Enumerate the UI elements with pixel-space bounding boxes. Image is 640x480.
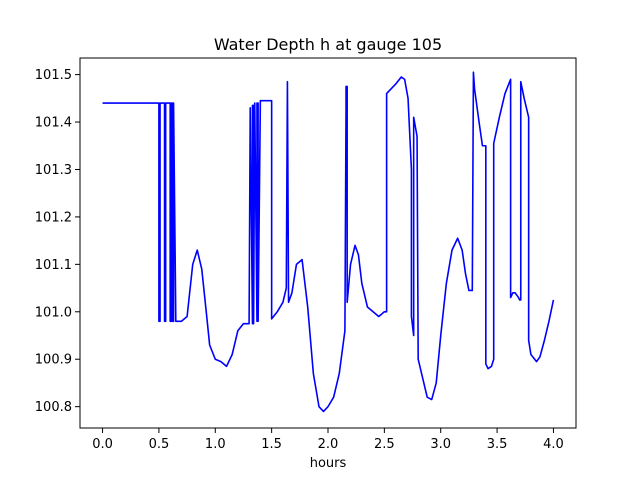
water-depth-series-line [102, 71, 555, 413]
x-tick-label: 2.0 [318, 437, 339, 452]
x-axis-ticks: 0.0 0.5 1.0 1.5 2.0 2.5 3.0 3.5 4.0 [92, 428, 564, 452]
x-tick-label: 1.0 [205, 437, 226, 452]
chart-title: Water Depth h at gauge 105 [214, 35, 442, 54]
y-tick-label: 101.4 [35, 116, 72, 131]
plot-area [80, 58, 576, 428]
x-tick-label: 4.0 [543, 437, 564, 452]
y-tick-label: 101.5 [35, 68, 72, 83]
x-tick-label: 0.5 [149, 437, 170, 452]
x-tick-label: 2.5 [374, 437, 395, 452]
y-tick-label: 101.0 [35, 305, 72, 320]
y-tick-label: 101.3 [35, 163, 72, 178]
x-tick-label: 0.0 [92, 437, 113, 452]
x-axis-label: hours [310, 456, 347, 471]
y-tick-label: 101.1 [35, 258, 72, 273]
x-tick-label: 3.5 [487, 437, 508, 452]
y-tick-label: 100.9 [35, 353, 72, 368]
y-axis-ticks: 100.8 100.9 101.0 101.1 101.2 101.3 101.4 101.5 [35, 68, 80, 415]
y-tick-label: 101.2 [35, 210, 72, 225]
x-tick-label: 1.5 [261, 437, 282, 452]
x-tick-label: 3.0 [430, 437, 451, 452]
y-tick-label: 100.8 [35, 400, 72, 415]
